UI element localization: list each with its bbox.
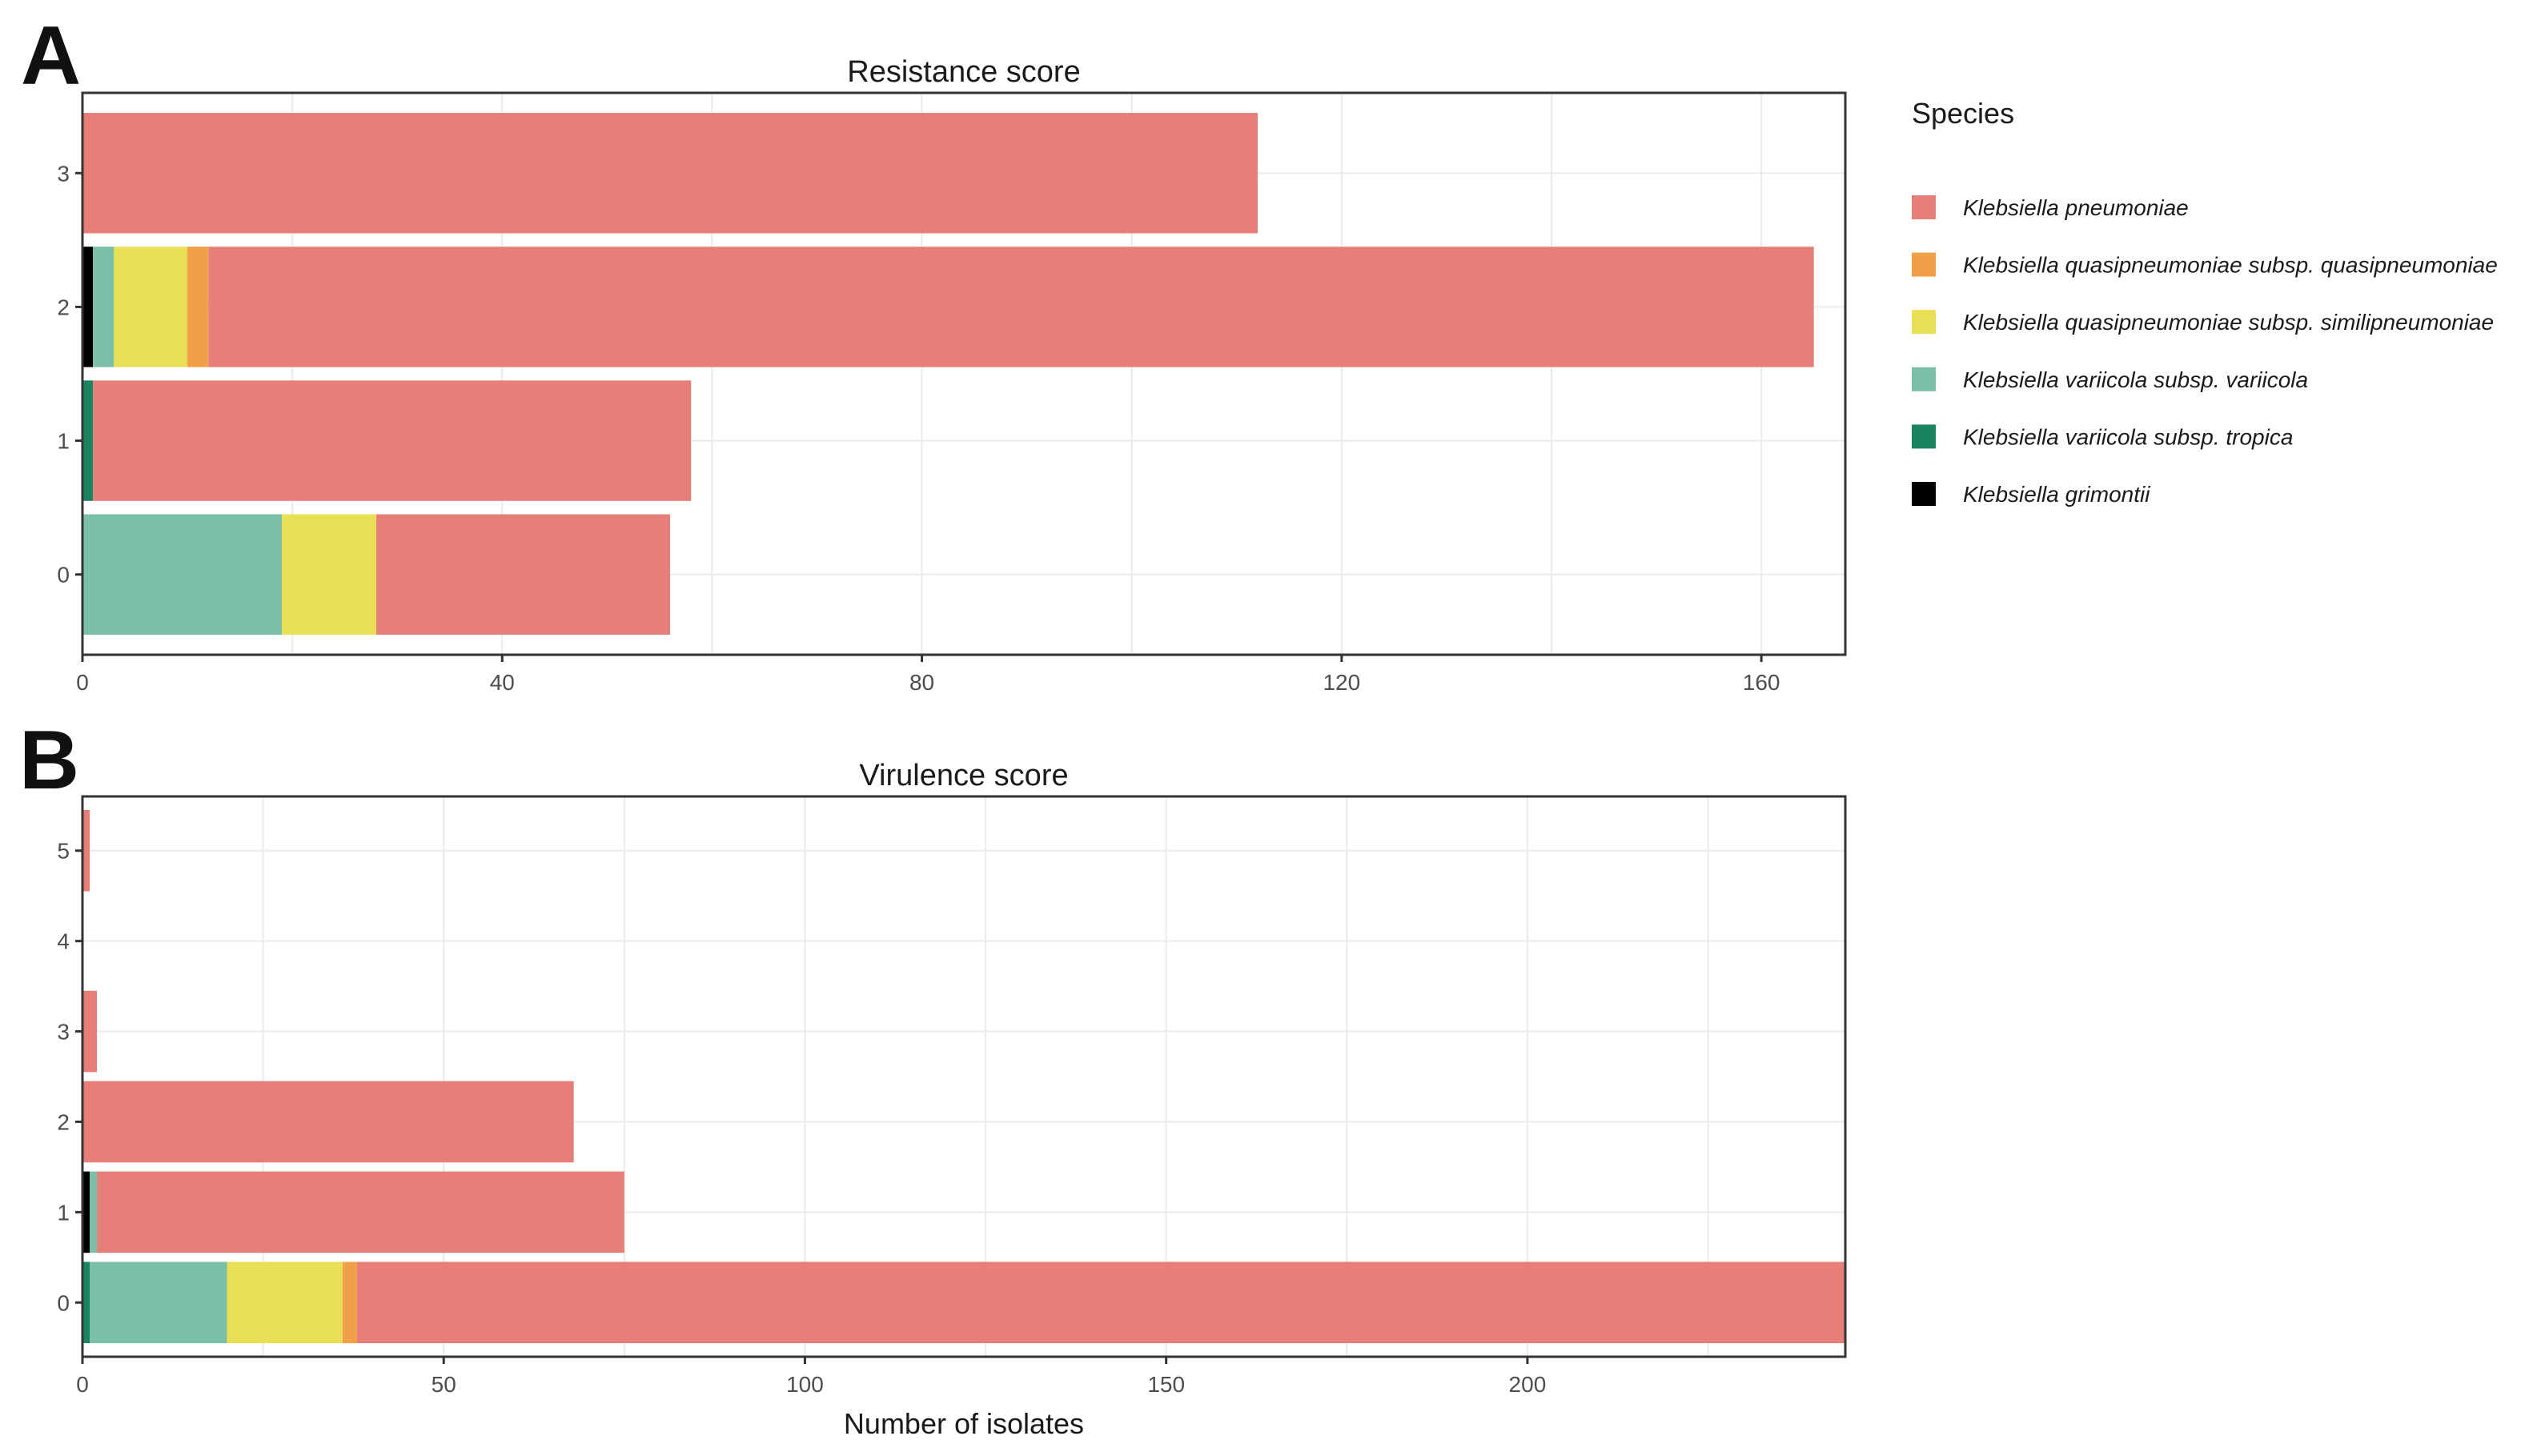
- legend-key-klebsiella-variicola-subsp-variicola: [1912, 367, 1936, 391]
- panel-letter-a: A: [21, 10, 81, 102]
- bar-klebsiella-pneumoniae-score-3: [82, 113, 1258, 234]
- legend-key-klebsiella-pneumoniae: [1912, 195, 1936, 219]
- plot-frame: [81, 91, 1847, 656]
- panel-letter-b: B: [19, 714, 79, 807]
- y-tick-label: 1: [57, 1200, 70, 1225]
- y-tick-label: 2: [57, 295, 70, 319]
- y-tick-label: 3: [57, 161, 70, 186]
- bar-klebsiella-variicola-subsp-variicola-score-0: [82, 514, 283, 635]
- bar-klebsiella-quasipneumoniae-subsp-similipneumoniae-score-0: [227, 1261, 343, 1344]
- x-tick-label: 160: [1743, 670, 1780, 695]
- legend-title: Species: [1912, 97, 2014, 130]
- legend-label-klebsiella-pneumoniae: Klebsiella pneumoniae: [1963, 195, 2189, 220]
- bar-klebsiella-pneumoniae-score-2: [82, 1081, 574, 1163]
- y-tick-label: 3: [57, 1020, 70, 1045]
- legend-label-klebsiella-variicola-subsp-variicola: Klebsiella variicola subsp. variicola: [1963, 367, 2308, 392]
- legend-key-klebsiella-variicola-subsp-tropica: [1912, 424, 1936, 449]
- legend-label-klebsiella-quasipneumoniae-subsp-similipneumoniae: Klebsiella quasipneumoniae subsp. simili…: [1963, 310, 2494, 335]
- bar-klebsiella-quasipneumoniae-subsp-quasipneumoniae-score-0: [342, 1261, 357, 1344]
- y-tick-label: 1: [57, 429, 70, 454]
- bar-klebsiella-pneumoniae-score-1: [97, 1171, 624, 1253]
- virulence-score-chart: 0 50 100 150 200 0 1 2 3 4 5 Virulence score Number …: [57, 759, 1847, 1440]
- bar-klebsiella-pneumoniae-score-1: [93, 380, 692, 501]
- y-tick-label: 5: [57, 839, 70, 864]
- bar-klebsiella-quasipneumoniae-subsp-similipneumoniae-score-2: [114, 247, 188, 367]
- x-tick-label: 40: [490, 670, 515, 695]
- y-tick-label: 0: [57, 1290, 70, 1315]
- species-legend: Species Klebsiella pneumoniae Klebsiella …: [1912, 97, 2498, 507]
- x-axis-title: Number of isolates: [844, 1407, 1084, 1440]
- legend-key-klebsiella-quasipneumoniae-subsp-quasipneumoniae: [1912, 252, 1936, 277]
- bar-klebsiella-quasipneumoniae-subsp-similipneumoniae-score-0: [282, 514, 376, 635]
- x-tick-label: 0: [76, 1372, 89, 1397]
- bar-klebsiella-variicola-subsp-tropica-score-1: [82, 380, 94, 501]
- bar-klebsiella-variicola-subsp-variicola-score-2: [93, 247, 114, 367]
- x-tick-label: 150: [1147, 1372, 1185, 1397]
- bar-klebsiella-quasipneumoniae-subsp-quasipneumoniae-score-2: [187, 247, 209, 367]
- legend-key-klebsiella-grimontii: [1912, 482, 1936, 506]
- x-tick-label: 120: [1323, 670, 1360, 695]
- bar-klebsiella-grimontii-score-1: [82, 1171, 90, 1253]
- bar-klebsiella-pneumoniae-score-3: [82, 990, 98, 1073]
- legend-label-klebsiella-grimontii: Klebsiella grimontii: [1963, 482, 2150, 507]
- y-tick-label: 2: [57, 1109, 70, 1134]
- legend-label-klebsiella-quasipneumoniae-subsp-quasipneumoniae: Klebsiella quasipneumoniae subsp. quasip…: [1963, 253, 2498, 278]
- bar-klebsiella-variicola-subsp-tropica-score-0: [82, 1261, 90, 1344]
- bar-klebsiella-pneumoniae-score-5: [82, 809, 90, 892]
- x-tick-label: 200: [1509, 1372, 1547, 1397]
- y-tick-label: 4: [57, 929, 70, 954]
- chart-title: Virulence score: [859, 759, 1068, 792]
- bar-klebsiella-pneumoniae-score-0: [376, 514, 670, 635]
- plot-frame: [81, 795, 1847, 1358]
- bar-klebsiella-variicola-subsp-variicola-score-0: [90, 1261, 227, 1344]
- bar-klebsiella-pneumoniae-score-2: [208, 247, 1814, 367]
- legend-label-klebsiella-variicola-subsp-tropica: Klebsiella variicola subsp. tropica: [1963, 424, 2293, 449]
- bar-klebsiella-variicola-subsp-variicola-score-1: [90, 1171, 98, 1253]
- y-tick-label: 0: [57, 563, 70, 588]
- x-tick-label: 80: [909, 670, 934, 695]
- x-tick-label: 0: [76, 670, 89, 695]
- bar-klebsiella-grimontii-score-2: [82, 247, 94, 367]
- legend-key-klebsiella-quasipneumoniae-subsp-similipneumoniae: [1912, 310, 1936, 335]
- resistance-score-chart: 0 40 80 120 160 0 1 2 3 Resistance score: [57, 55, 1847, 695]
- bar-klebsiella-pneumoniae-score-0: [356, 1261, 1845, 1344]
- x-tick-label: 50: [432, 1372, 456, 1397]
- x-tick-label: 100: [786, 1372, 824, 1397]
- chart-title: Resistance score: [847, 55, 1080, 89]
